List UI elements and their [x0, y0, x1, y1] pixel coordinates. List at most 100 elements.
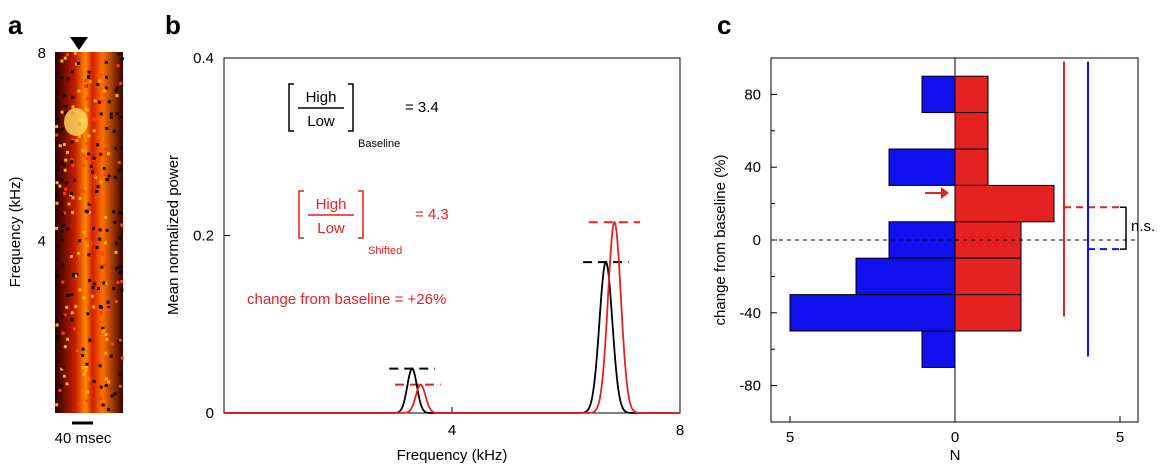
spectrogram-speckle — [119, 81, 123, 85]
spectrogram-speckle — [63, 94, 67, 98]
spectrogram-speckle — [62, 223, 66, 227]
plot-c-bars — [771, 58, 1138, 422]
spectrogram-speckle — [87, 253, 91, 257]
spectrogram-speckle — [92, 129, 96, 133]
spectrogram-speckle — [101, 326, 105, 330]
spectrogram-speckle — [60, 110, 64, 114]
spectrogram-speckle — [59, 202, 63, 206]
spectrogram-speckle — [78, 197, 82, 200]
spectrogram-speckle — [56, 244, 60, 248]
spectrogram-speckle — [61, 280, 65, 284]
spectrogram-speckle — [114, 267, 118, 271]
ns-label: n.s. — [1131, 218, 1155, 235]
spectrogram-speckle — [101, 252, 105, 256]
spectrogram-speckle — [120, 212, 124, 215]
spectrogram-speckle — [107, 100, 111, 104]
spectrogram-speckle — [98, 237, 102, 241]
spectrogram-speckle — [106, 152, 110, 156]
spectrogram-speckle — [88, 338, 92, 342]
spectrogram-speckle — [88, 279, 92, 283]
spectrogram-speckle — [110, 342, 114, 346]
spectrogram-speckle — [112, 286, 116, 290]
spectrogram-speckle — [104, 383, 108, 387]
spectrogram-speckle — [87, 134, 91, 138]
spectrogram-speckle — [78, 79, 82, 83]
spectrogram-speckle — [90, 294, 94, 298]
spectrogram-speckle — [104, 281, 108, 285]
spectrogram-speckle — [87, 70, 91, 74]
spectrogram-speckle — [86, 96, 89, 100]
plot-c-bar — [921, 330, 956, 368]
spectrogram-speckle — [103, 173, 107, 177]
panel-c-label: c — [717, 10, 731, 40]
spectrogram-speckle — [74, 274, 78, 278]
spectrogram-speckle — [99, 152, 103, 156]
spectrogram-speckle — [58, 144, 62, 148]
spectrogram-speckle — [63, 211, 66, 215]
spectrogram-speckle — [61, 212, 64, 216]
spectrogram-speckle — [71, 70, 75, 74]
panel-a-ytick-4: 4 — [38, 233, 46, 250]
spectrogram-speckle — [92, 117, 96, 121]
spectrogram-speckle — [61, 263, 65, 267]
spectrogram-speckle — [77, 251, 81, 255]
spectrogram-speckle — [71, 95, 75, 99]
spectrogram-speckle — [100, 100, 104, 103]
spectrogram-speckle — [62, 374, 66, 378]
spectrogram-speckle — [55, 403, 59, 407]
spectrogram-speckle — [105, 261, 109, 265]
spectrogram-speckle — [113, 392, 117, 396]
plot-c-ylabel: change from baseline (%) — [712, 155, 729, 326]
spectrogram-speckle — [85, 399, 89, 403]
spectrogram-speckle — [61, 331, 65, 335]
spectrogram-speckle — [101, 403, 105, 407]
baseline-ratio: High Low Baseline = 3.4 — [288, 83, 439, 150]
spectrogram-speckle — [75, 139, 79, 143]
spectrogram-speckle — [98, 228, 102, 232]
spectrogram-speckle — [118, 210, 122, 214]
spectrogram-speckle — [86, 390, 89, 394]
spectrogram-speckle — [98, 364, 102, 368]
spectrogram-speckle — [82, 164, 86, 168]
spectrogram-speckle — [102, 263, 106, 267]
spectrogram-speckle — [62, 143, 66, 146]
spectrogram-speckle — [96, 143, 100, 147]
spectrogram-speckle — [85, 362, 89, 366]
spectrogram-speckle — [64, 111, 67, 115]
spectrogram-texture — [55, 52, 124, 411]
spectrogram-speckle — [104, 377, 108, 381]
spectrogram-speckle — [89, 165, 93, 168]
plot-c-ytick-label: 40 — [744, 159, 761, 176]
plot-b-ytick-label: 0.2 — [193, 228, 214, 245]
spectrogram-speckle — [114, 89, 118, 93]
spectrogram-speckle — [58, 389, 62, 393]
spectrogram-speckle — [88, 80, 92, 84]
spectrogram-speckle — [93, 99, 97, 103]
spectrogram-speckle — [107, 380, 110, 384]
triangle-down-icon — [70, 37, 88, 50]
spectrogram-speckle — [70, 255, 73, 258]
spectrogram-speckle — [84, 187, 87, 191]
spectrogram-speckle — [95, 189, 99, 193]
spectrogram-speckle — [107, 407, 110, 411]
spectrogram-speckle — [60, 127, 64, 131]
spectrogram-speckle — [99, 385, 103, 389]
spectrogram-speckle — [102, 166, 106, 170]
baseline-value: = 3.4 — [405, 99, 439, 116]
spectrogram-speckle — [84, 79, 88, 83]
spectrogram-speckle — [118, 372, 122, 376]
plot-c-bar — [954, 148, 989, 186]
spectrogram-speckle — [85, 108, 89, 112]
spectrogram-speckle — [95, 246, 99, 249]
spectrogram-speckle — [87, 202, 91, 206]
plot-c-ytick-label: -80 — [739, 378, 761, 395]
spectrogram-speckle — [92, 156, 96, 160]
spectrogram-speckle — [99, 396, 103, 400]
plot-b-series-line — [224, 260, 680, 414]
spectrogram-speckle — [63, 313, 67, 317]
spectrogram-speckle — [87, 152, 91, 156]
spectrogram-speckle — [77, 402, 81, 406]
plot-c-bar — [855, 257, 956, 296]
panel-a: a 8 4 Frequency (kHz) 40 msec — [7, 10, 124, 447]
